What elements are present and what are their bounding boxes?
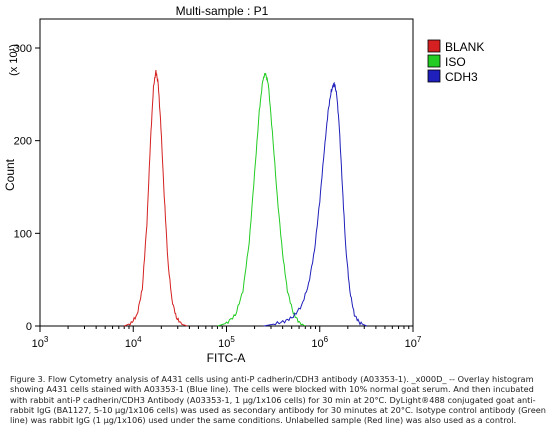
y-tick-label: 100	[14, 228, 32, 240]
series-line-iso	[217, 72, 306, 327]
chart-title: Multi-sample : P1	[176, 4, 269, 18]
x-tick-label: 106	[311, 335, 328, 350]
legend-swatch-cdh3	[427, 69, 441, 83]
x-tick-label: 107	[405, 335, 422, 350]
y-axis-ticks: 0 100 200 300	[14, 43, 40, 333]
series-line-cdh3	[263, 81, 368, 327]
legend-label-blank: BLANK	[445, 40, 484, 54]
legend-label-iso: ISO	[445, 55, 466, 69]
y-tick-label: 0	[26, 321, 32, 333]
x-axis-ticks: 103 104 105 106 107	[32, 326, 422, 350]
x-tick-label: 104	[125, 335, 142, 350]
x-tick-label: 105	[218, 335, 235, 350]
x-tick-label: 103	[32, 335, 49, 350]
histogram-series	[124, 70, 368, 327]
legend-swatch-iso	[427, 54, 441, 68]
figure-caption: Figure 3. Flow Cytometry analysis of A43…	[10, 374, 546, 426]
y-tick-label: 200	[14, 136, 32, 148]
series-line-blank	[124, 70, 188, 327]
legend-label-cdh3: CDH3	[445, 70, 478, 84]
plot-frame	[39, 18, 414, 327]
y-axis-label: Count	[3, 158, 17, 191]
x-axis-label: FITC-A	[207, 351, 246, 365]
legend-swatch-blank	[427, 39, 441, 53]
y-tick-label: 300	[14, 43, 32, 55]
y-multiplier-label: (x 10¹)	[8, 44, 20, 76]
